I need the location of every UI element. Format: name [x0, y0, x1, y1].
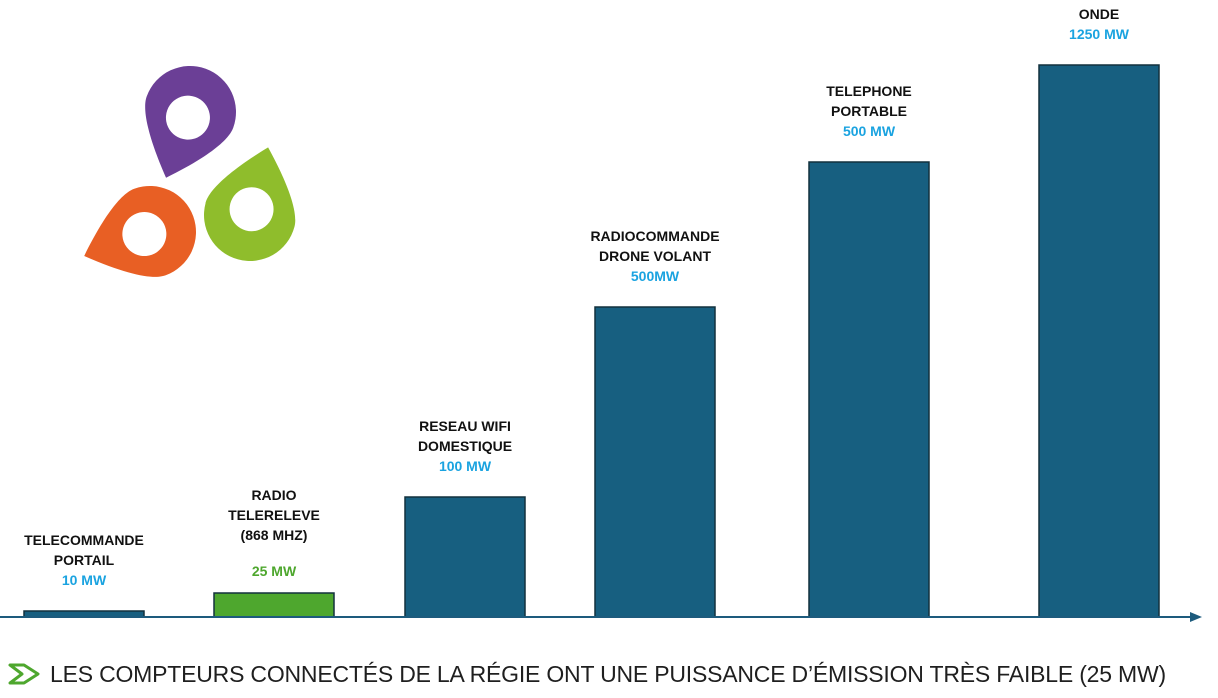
bar-2 [213, 592, 335, 618]
value-label-6: 1250 MW [1069, 26, 1130, 42]
bar-5 [808, 161, 930, 618]
footer-note: LES COMPTEURS CONNECTÉS DE LA RÉGIE ONT … [8, 656, 1166, 692]
x-axis [0, 612, 1202, 622]
category-label-6-line-2: ONDE [1079, 6, 1119, 22]
category-label-2-line-3: (868 MHZ) [241, 527, 308, 543]
value-label-3: 100 MW [439, 458, 492, 474]
logo-drop-orange [84, 186, 196, 277]
value-label-2: 25 MW [252, 563, 297, 579]
bar-3 [404, 496, 526, 618]
logo-drop-purple [145, 66, 236, 178]
x-axis-arrow [1190, 612, 1202, 622]
footer-text: LES COMPTEURS CONNECTÉS DE LA RÉGIE ONT … [50, 660, 1166, 687]
category-label-2-line-1: RADIO [251, 487, 296, 503]
category-label-4-line-2: DRONE VOLANT [599, 248, 711, 264]
category-label-1-line-2: PORTAIL [54, 552, 115, 568]
category-label-2-line-2: TELERELEVE [228, 507, 320, 523]
category-label-4-line-1: RADIOCOMMANDE [590, 228, 719, 244]
bars-group [23, 64, 1160, 618]
category-label-1-line-1: TELECOMMANDE [24, 532, 144, 548]
category-label-3-line-1: RESEAU WIFI [419, 418, 511, 434]
logo-drop-green [204, 147, 296, 261]
category-label-3-line-2: DOMESTIQUE [418, 438, 512, 454]
value-label-1: 10 MW [62, 572, 107, 588]
logo-drops [84, 66, 296, 277]
chevron-right-icon [8, 663, 40, 685]
category-label-6-line-1: MICRO- [1073, 0, 1125, 2]
labels-group: TELECOMMANDE PORTAIL 10 MW RADIO TELERELEVE (… [24, 0, 1130, 588]
bar-6 [1038, 64, 1160, 618]
value-label-4: 500MW [631, 268, 680, 284]
category-label-5-line-1: TELEPHONE [826, 83, 912, 99]
value-label-5: 500 MW [843, 123, 896, 139]
bar-4 [594, 306, 716, 618]
category-label-5-line-2: PORTABLE [831, 103, 907, 119]
